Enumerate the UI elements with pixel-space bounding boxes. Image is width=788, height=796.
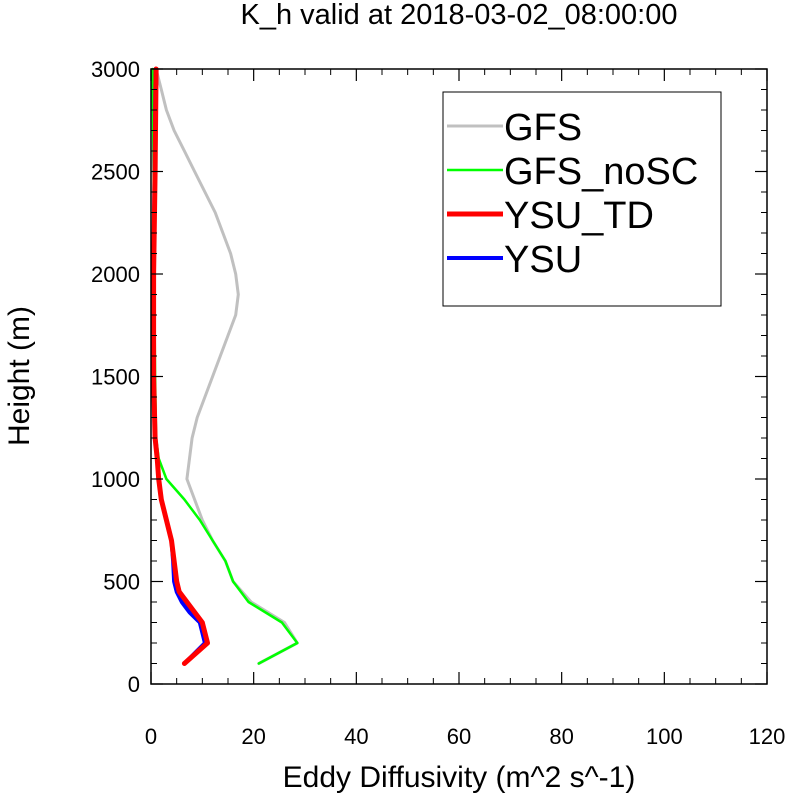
- legend-box: [442, 91, 722, 307]
- y-tick-label: 1500: [91, 365, 140, 390]
- x-tick-label: 80: [549, 724, 573, 749]
- x-tick-label: 40: [344, 724, 368, 749]
- series-line-ysu-td: [151, 66, 210, 666]
- legend-label: GFS: [504, 107, 582, 149]
- y-tick-label: 3000: [91, 57, 140, 82]
- y-tick-label: 0: [128, 672, 140, 697]
- series-line-ysu: [151, 67, 207, 666]
- legend-label: YSU_TD: [504, 195, 654, 237]
- y-tick-label: 500: [103, 570, 140, 595]
- y-tick-label: 2500: [91, 160, 140, 185]
- x-axis-label: Eddy Diffusivity (m^2 s^-1): [283, 761, 636, 794]
- y-tick-label: 1000: [91, 467, 140, 492]
- x-tick-label: 120: [749, 724, 786, 749]
- x-tick-label: 20: [241, 724, 265, 749]
- axis-ticks: [150, 68, 768, 685]
- legend-label: GFS_noSC: [504, 151, 698, 193]
- axis-tick-labels: 0 20 40 60 80 100 120 0 500 1000 1500 2000 2500 3000: [91, 57, 785, 749]
- x-tick-label: 60: [447, 724, 471, 749]
- y-axis-label: Height (m): [3, 306, 36, 446]
- legend-label: YSU: [504, 239, 582, 281]
- x-tick-label: 0: [145, 724, 157, 749]
- x-tick-label: 100: [646, 724, 683, 749]
- y-tick-label: 2000: [91, 262, 140, 287]
- chart-title: K_h valid at 2018-03-02_08:00:00: [241, 0, 678, 31]
- plot-lines: [151, 66, 299, 666]
